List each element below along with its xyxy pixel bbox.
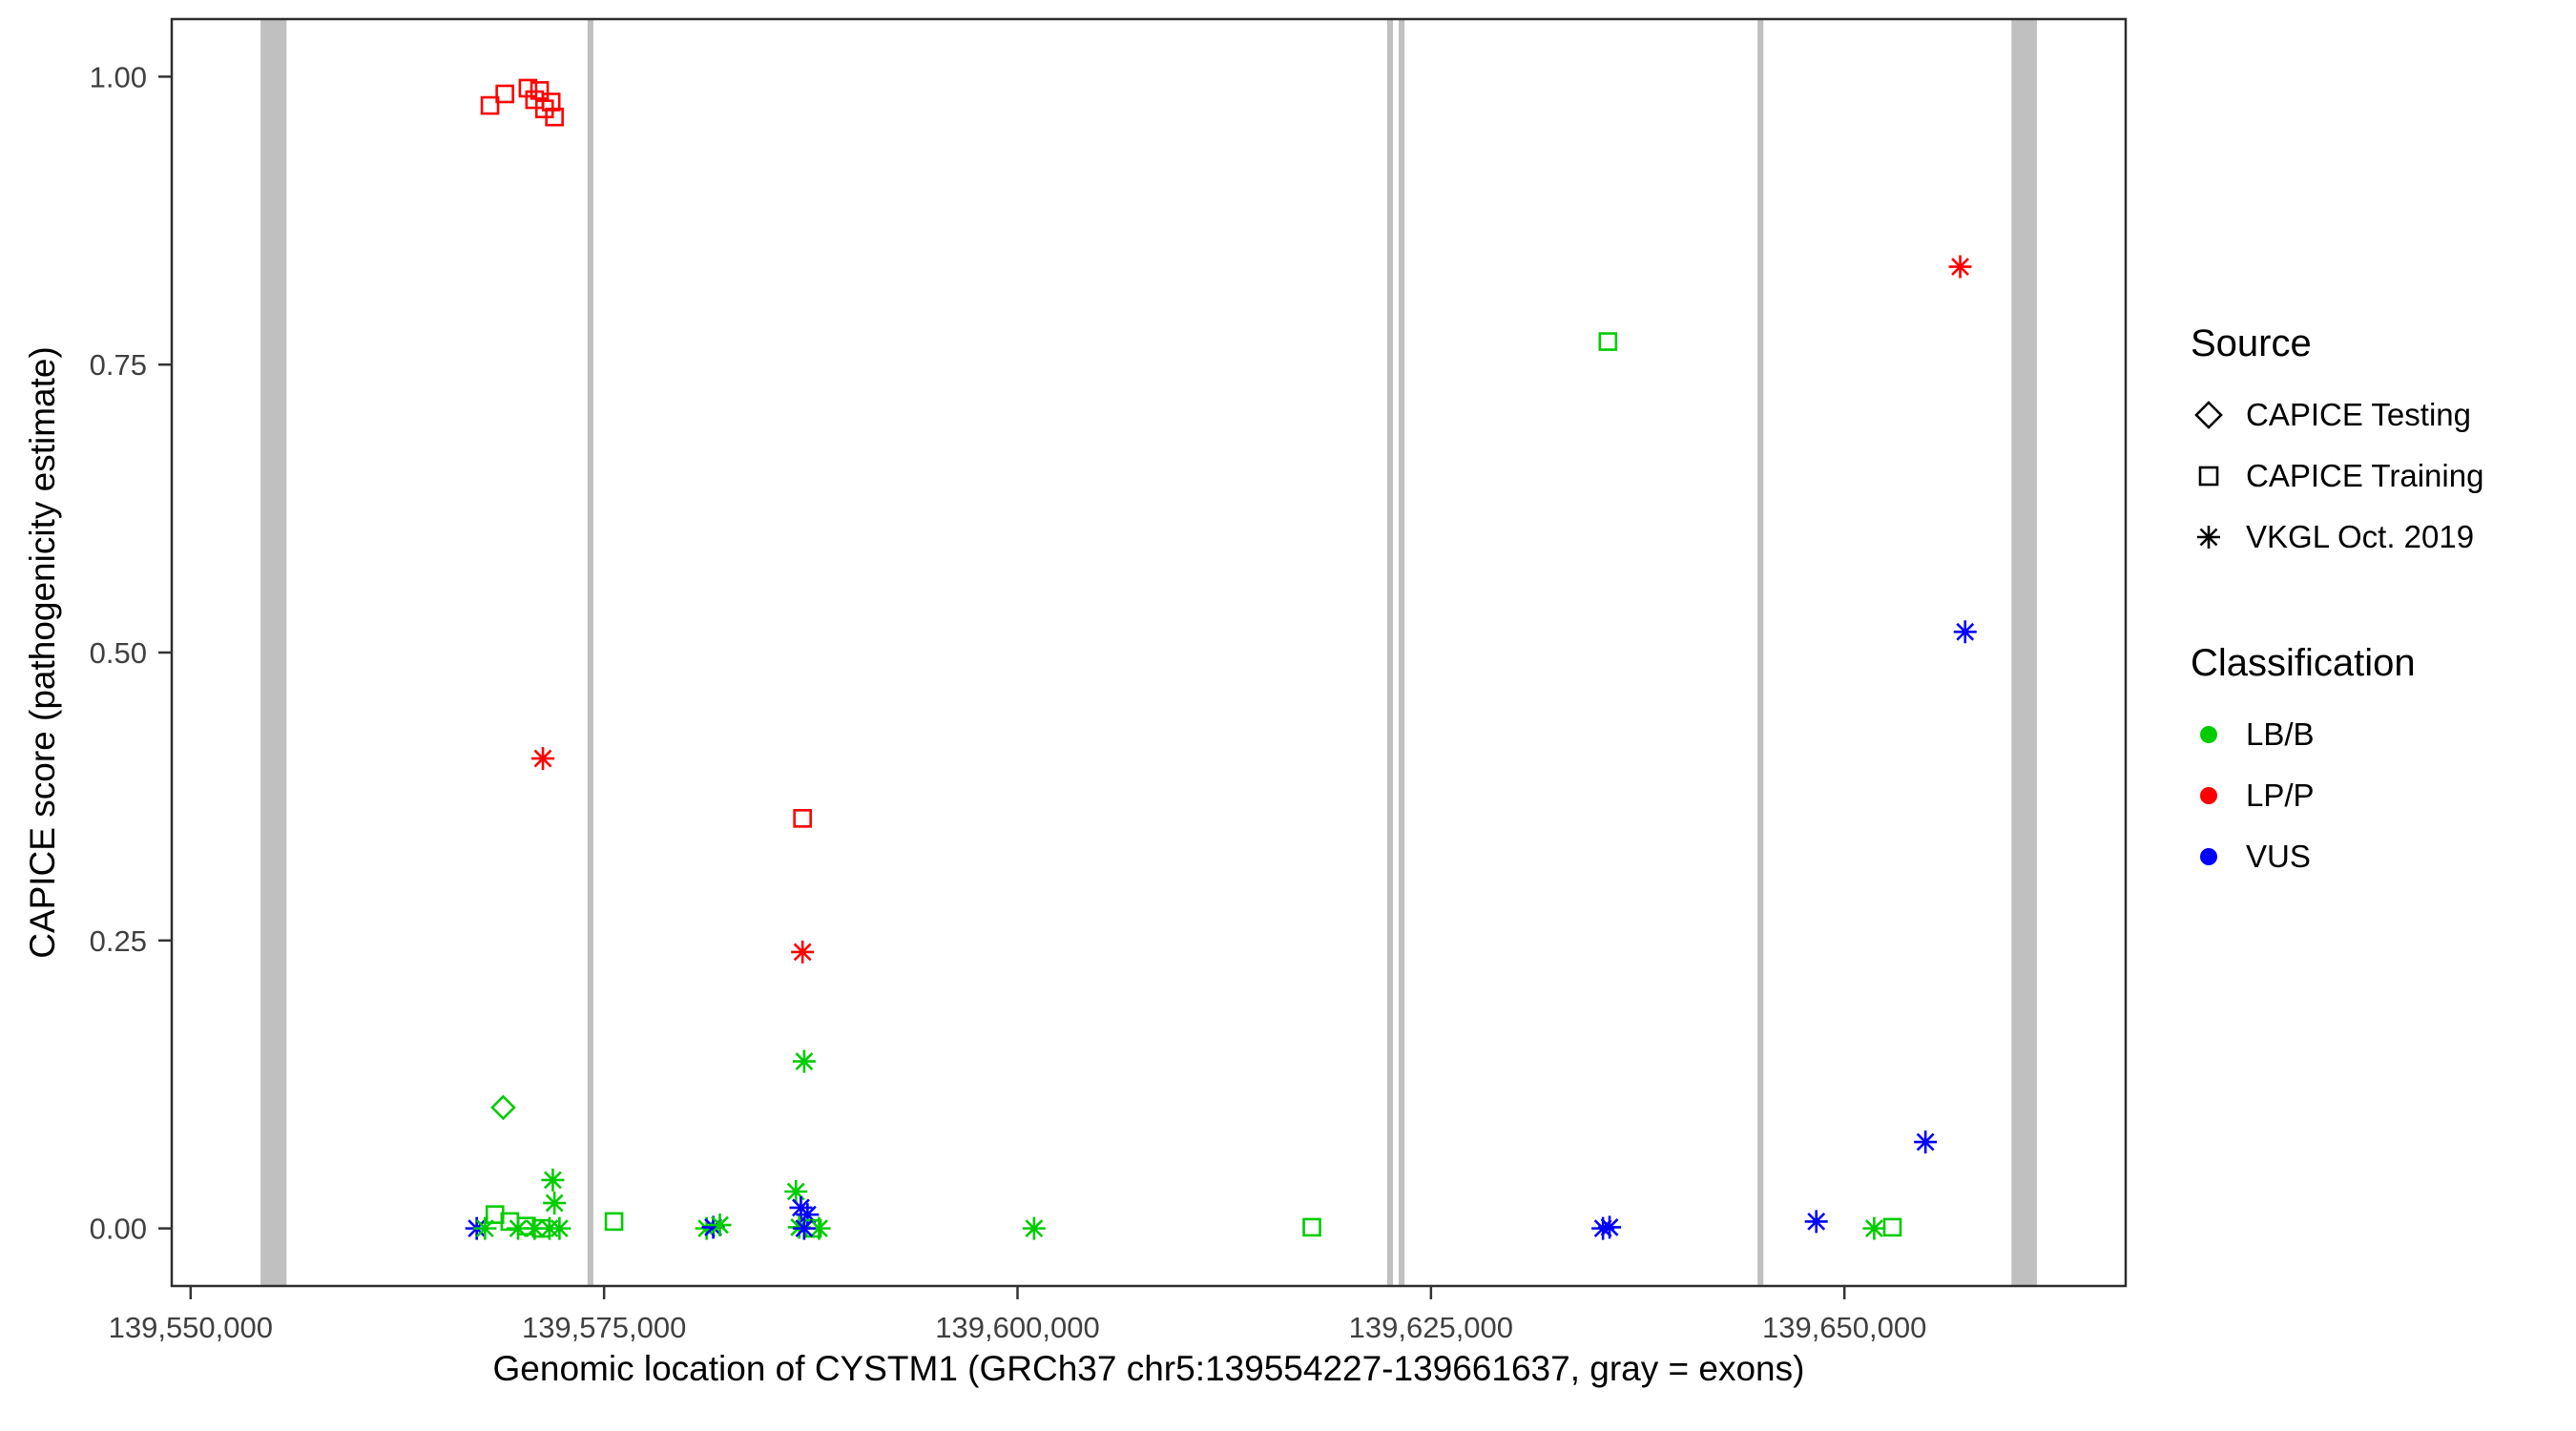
legend-classification-title: Classification <box>2191 642 2416 684</box>
svg-text:0.75: 0.75 <box>90 348 147 382</box>
svg-text:139,600,000: 139,600,000 <box>935 1311 1099 1344</box>
diamond-icon <box>2194 401 2223 429</box>
y-axis-title: CAPICE score (pathogenicity estimate) <box>23 346 62 959</box>
legend-item-vkgl: VKGL Oct. 2019 <box>2191 507 2568 568</box>
svg-text:139,550,000: 139,550,000 <box>109 1311 273 1344</box>
legend: Source CAPICE Testing CAPICE Training <box>2191 322 2568 887</box>
legend-item-label: LB/B <box>2246 716 2315 752</box>
red-dot-icon <box>2200 787 2217 804</box>
legend-item-lpp: LP/P <box>2191 765 2568 826</box>
legend-item-vus: VUS <box>2191 826 2568 887</box>
svg-text:139,575,000: 139,575,000 <box>522 1311 686 1344</box>
svg-text:1.00: 1.00 <box>90 60 147 93</box>
svg-text:0.00: 0.00 <box>90 1213 147 1246</box>
square-icon <box>2198 466 2219 487</box>
x-axis-title: Genomic location of CYSTM1 (GRCh37 chr5:… <box>492 1349 1805 1388</box>
svg-text:0.50: 0.50 <box>90 636 147 670</box>
legend-item-label: CAPICE Testing <box>2246 397 2471 432</box>
legend-item-lbb: LB/B <box>2191 704 2568 765</box>
legend-item-label: VKGL Oct. 2019 <box>2246 519 2475 554</box>
svg-text:139,650,000: 139,650,000 <box>1762 1311 1926 1344</box>
legend-item-label: CAPICE Training <box>2246 458 2484 493</box>
svg-text:139,625,000: 139,625,000 <box>1349 1311 1513 1344</box>
legend-item-label: LP/P <box>2246 778 2315 813</box>
legend-source-title: Source <box>2191 322 2312 364</box>
svg-text:0.25: 0.25 <box>90 924 147 958</box>
legend-item-label: VUS <box>2246 839 2311 874</box>
legend-section-source: Source CAPICE Testing CAPICE Training <box>2191 322 2568 568</box>
asterisk-icon <box>2197 526 2220 549</box>
blue-dot-icon <box>2200 848 2217 865</box>
legend-item-capice-training: CAPICE Training <box>2191 446 2568 507</box>
legend-item-capice-testing: CAPICE Testing <box>2191 384 2568 446</box>
green-dot-icon <box>2200 726 2217 743</box>
legend-section-classification: Classification LB/B LP/P VUS <box>2191 642 2568 887</box>
